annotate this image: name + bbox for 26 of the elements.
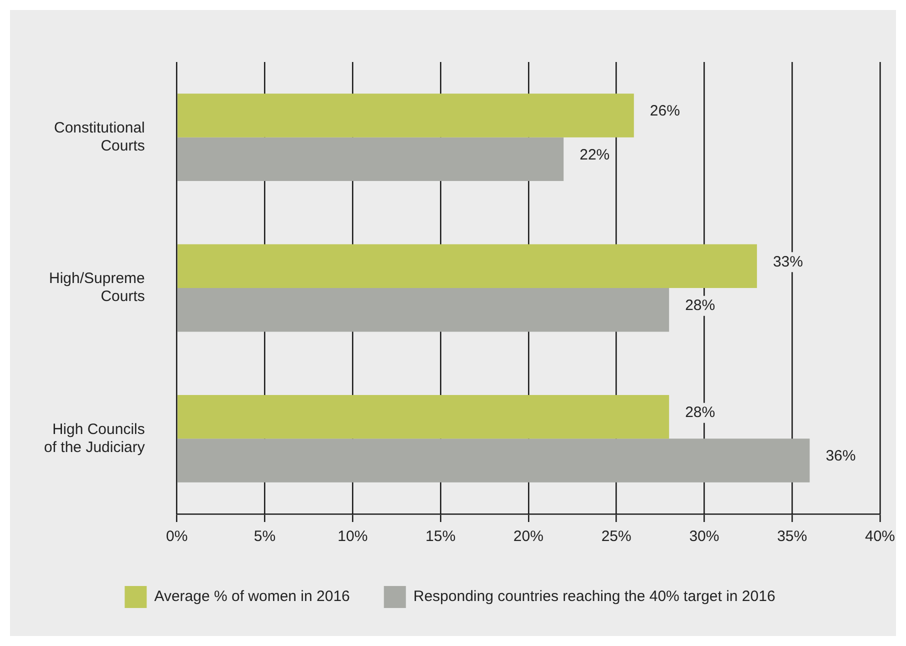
x-tick-label: 0% — [166, 528, 188, 546]
y-tick-label: High/Supreme Courts — [48, 270, 145, 306]
data-label: 28% — [685, 404, 716, 421]
data-label: 28% — [685, 296, 716, 314]
x-tick-label: 15% — [426, 528, 456, 546]
x-tick-label: 20% — [513, 528, 544, 546]
bar — [178, 137, 564, 182]
x-tick-label: 35% — [777, 528, 808, 546]
bar — [178, 288, 670, 332]
data-label: 36% — [826, 448, 856, 465]
bar — [178, 244, 757, 288]
legend-label: Responding countries reaching the 40% target in 2016 — [413, 588, 776, 606]
x-tick-label: 5% — [254, 528, 276, 546]
data-label: 33% — [772, 253, 803, 270]
x-tick-label: 30% — [689, 528, 720, 546]
y-tick-label: Constitutional Courts — [54, 119, 145, 154]
bar — [178, 438, 810, 482]
x-tick-label: 40% — [864, 528, 896, 546]
bar — [178, 394, 670, 439]
x-tick-label: 25% — [601, 528, 632, 546]
bar — [178, 94, 634, 138]
data-label: 26% — [650, 102, 680, 120]
y-tick-label: High Councils of the Judiciary — [44, 420, 146, 456]
legend-label: Average % of women in 2016 — [154, 588, 350, 606]
data-label: 22% — [580, 146, 610, 164]
x-tick-label: 10% — [338, 528, 368, 546]
